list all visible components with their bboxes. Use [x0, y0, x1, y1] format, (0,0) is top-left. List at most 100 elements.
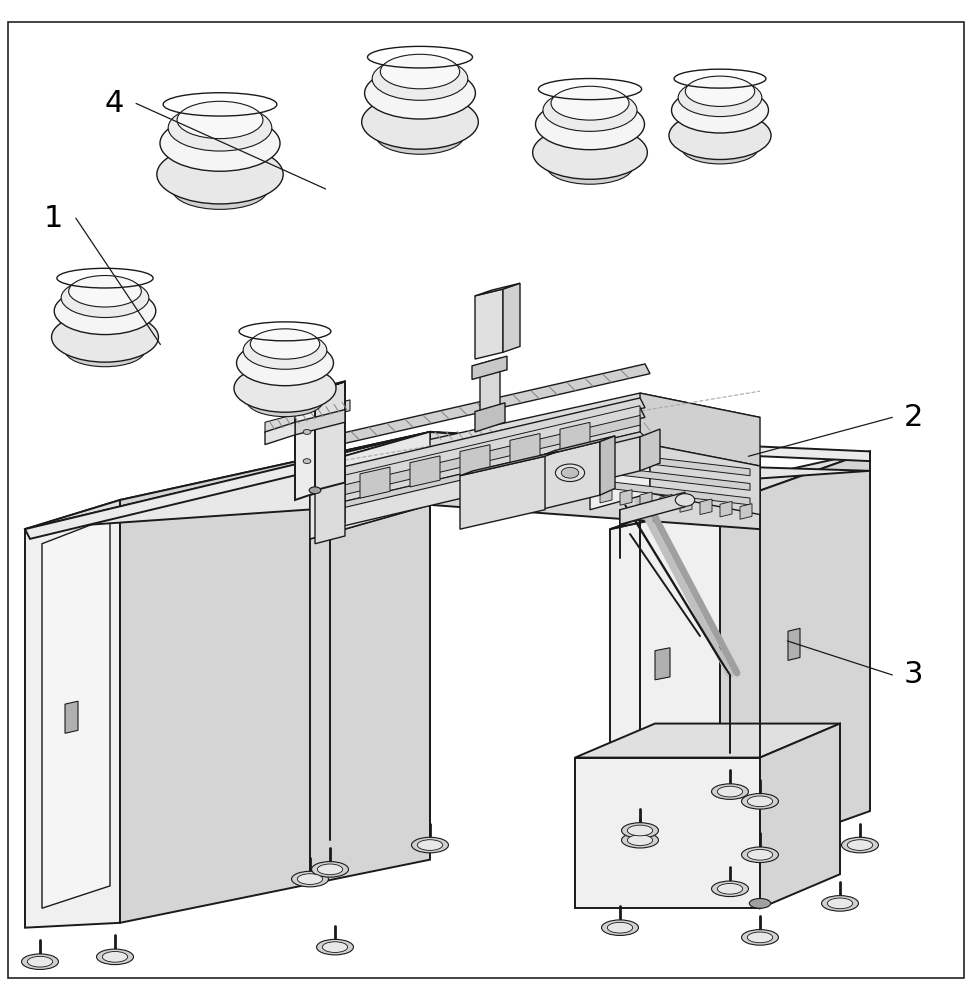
- Ellipse shape: [672, 87, 769, 133]
- Polygon shape: [472, 356, 507, 379]
- Polygon shape: [788, 628, 800, 660]
- Polygon shape: [620, 490, 632, 505]
- Polygon shape: [600, 451, 750, 476]
- Polygon shape: [503, 283, 520, 352]
- Ellipse shape: [717, 883, 743, 894]
- Polygon shape: [305, 473, 345, 483]
- Polygon shape: [600, 487, 612, 503]
- Ellipse shape: [678, 79, 762, 117]
- Polygon shape: [305, 435, 345, 447]
- Ellipse shape: [747, 932, 773, 943]
- Ellipse shape: [627, 825, 652, 836]
- Ellipse shape: [411, 837, 448, 853]
- Ellipse shape: [742, 930, 779, 945]
- Polygon shape: [600, 466, 750, 490]
- Polygon shape: [460, 445, 490, 476]
- Ellipse shape: [21, 954, 58, 969]
- Ellipse shape: [821, 896, 858, 911]
- Polygon shape: [660, 494, 672, 510]
- Polygon shape: [560, 422, 590, 453]
- Polygon shape: [720, 501, 732, 517]
- Polygon shape: [600, 481, 750, 505]
- Polygon shape: [650, 445, 760, 515]
- Polygon shape: [310, 432, 430, 539]
- Ellipse shape: [533, 126, 647, 179]
- Polygon shape: [305, 408, 645, 495]
- Ellipse shape: [27, 956, 52, 967]
- Polygon shape: [600, 437, 640, 481]
- Polygon shape: [610, 505, 720, 889]
- Polygon shape: [590, 445, 760, 483]
- Polygon shape: [320, 435, 345, 529]
- Polygon shape: [655, 648, 670, 680]
- Ellipse shape: [681, 132, 758, 164]
- Polygon shape: [610, 451, 870, 529]
- Ellipse shape: [54, 287, 156, 335]
- Ellipse shape: [555, 464, 584, 482]
- Ellipse shape: [236, 340, 333, 386]
- Ellipse shape: [621, 823, 658, 838]
- Polygon shape: [310, 432, 760, 490]
- Polygon shape: [315, 473, 345, 544]
- Ellipse shape: [676, 494, 695, 506]
- Polygon shape: [315, 381, 345, 490]
- Ellipse shape: [602, 920, 639, 935]
- Ellipse shape: [234, 364, 336, 412]
- Polygon shape: [700, 499, 712, 515]
- Ellipse shape: [292, 871, 329, 887]
- Ellipse shape: [547, 149, 633, 184]
- Polygon shape: [25, 500, 120, 928]
- Ellipse shape: [96, 949, 133, 965]
- Ellipse shape: [742, 847, 779, 863]
- Polygon shape: [740, 504, 752, 519]
- Polygon shape: [25, 432, 870, 539]
- Polygon shape: [42, 517, 110, 908]
- Ellipse shape: [69, 276, 141, 307]
- Polygon shape: [475, 289, 503, 359]
- Ellipse shape: [318, 864, 343, 875]
- Polygon shape: [575, 724, 840, 758]
- Polygon shape: [305, 364, 650, 451]
- Ellipse shape: [608, 922, 633, 933]
- Polygon shape: [540, 442, 600, 510]
- Polygon shape: [540, 436, 615, 456]
- Polygon shape: [600, 436, 615, 495]
- Ellipse shape: [177, 101, 263, 139]
- Ellipse shape: [717, 786, 743, 797]
- Polygon shape: [330, 432, 640, 529]
- Ellipse shape: [297, 874, 323, 884]
- Polygon shape: [310, 432, 430, 539]
- Text: 2: 2: [904, 403, 923, 432]
- Ellipse shape: [65, 334, 145, 367]
- Ellipse shape: [827, 898, 852, 909]
- Ellipse shape: [102, 951, 127, 962]
- Polygon shape: [265, 422, 295, 445]
- Ellipse shape: [712, 784, 748, 799]
- Polygon shape: [640, 429, 660, 471]
- Polygon shape: [265, 400, 350, 433]
- Ellipse shape: [251, 329, 320, 359]
- Ellipse shape: [749, 899, 771, 908]
- Ellipse shape: [747, 796, 773, 807]
- Ellipse shape: [303, 430, 311, 434]
- Ellipse shape: [417, 840, 442, 850]
- Ellipse shape: [156, 145, 283, 204]
- Ellipse shape: [173, 170, 267, 209]
- Ellipse shape: [312, 862, 349, 877]
- Polygon shape: [25, 432, 430, 529]
- Ellipse shape: [362, 95, 478, 149]
- Polygon shape: [475, 283, 520, 296]
- Polygon shape: [620, 492, 685, 524]
- Polygon shape: [680, 497, 692, 512]
- Ellipse shape: [309, 487, 321, 494]
- Polygon shape: [430, 432, 760, 529]
- Ellipse shape: [842, 837, 879, 853]
- Ellipse shape: [303, 459, 311, 464]
- Ellipse shape: [561, 467, 578, 478]
- Polygon shape: [625, 505, 730, 675]
- Polygon shape: [410, 456, 440, 487]
- Ellipse shape: [317, 939, 354, 955]
- Polygon shape: [475, 403, 505, 432]
- Ellipse shape: [247, 385, 324, 417]
- Polygon shape: [25, 454, 870, 529]
